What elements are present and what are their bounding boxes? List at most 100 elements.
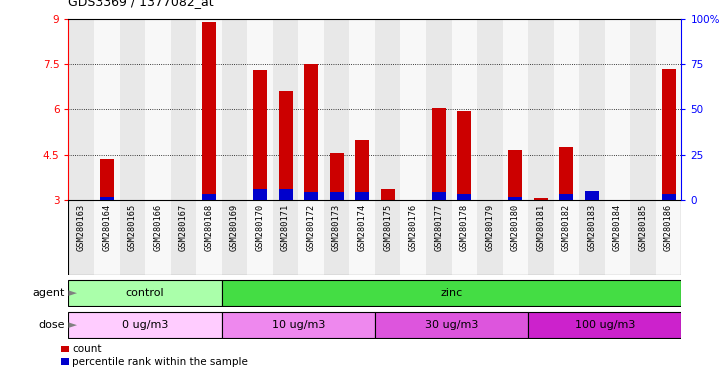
Text: GSM280173: GSM280173 [332, 204, 341, 251]
Bar [534, 198, 548, 200]
Bar [508, 197, 523, 200]
Text: GSM280178: GSM280178 [460, 204, 469, 251]
Bar [171, 200, 196, 275]
Bar [605, 200, 630, 275]
Bar [477, 19, 503, 200]
Bar [375, 200, 400, 275]
Text: 10 ug/m3: 10 ug/m3 [272, 319, 325, 330]
Bar [273, 19, 298, 200]
Bar [375, 312, 528, 338]
Text: percentile rank within the sample: percentile rank within the sample [72, 357, 248, 367]
Bar [579, 200, 605, 275]
Bar [554, 19, 579, 200]
Text: 100 ug/m3: 100 ug/m3 [575, 319, 635, 330]
Bar [656, 19, 681, 200]
Bar [304, 192, 318, 200]
Text: GSM280167: GSM280167 [179, 204, 188, 251]
Bar [432, 192, 446, 200]
Text: 30 ug/m3: 30 ug/m3 [425, 319, 478, 330]
Text: agent: agent [32, 288, 65, 298]
Bar [329, 153, 344, 200]
Bar [253, 70, 267, 200]
Bar [630, 19, 656, 200]
Bar [171, 19, 196, 200]
Bar [477, 200, 503, 275]
Text: GSM280172: GSM280172 [306, 204, 316, 251]
Bar [94, 200, 120, 275]
Bar [222, 312, 375, 338]
Bar [432, 108, 446, 200]
Bar [324, 200, 350, 275]
Bar [196, 200, 222, 275]
Bar [426, 19, 451, 200]
Bar [273, 200, 298, 275]
Text: GSM280184: GSM280184 [613, 204, 622, 251]
Bar [304, 65, 318, 200]
Bar [222, 200, 247, 275]
Text: 0 ug/m3: 0 ug/m3 [122, 319, 168, 330]
Bar [451, 19, 477, 200]
Bar [605, 19, 630, 200]
Text: GSM280171: GSM280171 [281, 204, 290, 251]
Bar [528, 312, 681, 338]
Bar [68, 19, 94, 200]
Text: GSM280168: GSM280168 [205, 204, 213, 251]
Bar [145, 19, 171, 200]
Text: ►: ► [65, 288, 77, 298]
Bar [94, 19, 120, 200]
Text: GSM280170: GSM280170 [255, 204, 265, 251]
Text: GSM280177: GSM280177 [434, 204, 443, 251]
Bar [278, 189, 293, 200]
Bar [68, 280, 222, 306]
Bar [61, 346, 69, 352]
Text: GSM280183: GSM280183 [588, 204, 596, 251]
Bar [585, 191, 599, 200]
Bar [355, 192, 369, 200]
Bar [68, 312, 222, 338]
Bar [253, 189, 267, 200]
Bar [508, 150, 523, 200]
Bar [559, 194, 573, 200]
Bar [120, 19, 145, 200]
Bar [355, 139, 369, 200]
Bar [400, 200, 426, 275]
Bar [503, 200, 528, 275]
Bar [99, 197, 114, 200]
Text: GSM280169: GSM280169 [230, 204, 239, 251]
Text: GSM280181: GSM280181 [536, 204, 545, 251]
Bar [585, 197, 599, 200]
Bar [375, 19, 400, 200]
Bar [61, 358, 69, 365]
Bar [222, 280, 681, 306]
Bar [222, 19, 247, 200]
Bar [196, 19, 222, 200]
Text: ►: ► [65, 320, 77, 330]
Text: GSM280182: GSM280182 [562, 204, 571, 251]
Text: control: control [125, 288, 164, 298]
Bar [247, 200, 273, 275]
Bar [400, 19, 426, 200]
Bar [324, 19, 350, 200]
Bar [662, 194, 676, 200]
Bar [426, 200, 451, 275]
Text: GSM280175: GSM280175 [383, 204, 392, 251]
Bar [202, 22, 216, 200]
Bar [350, 19, 375, 200]
Bar [554, 200, 579, 275]
Bar [329, 192, 344, 200]
Bar [503, 19, 528, 200]
Bar [457, 194, 472, 200]
Bar [451, 200, 477, 275]
Bar [145, 200, 171, 275]
Text: GSM280164: GSM280164 [102, 204, 111, 251]
Text: GSM280180: GSM280180 [511, 204, 520, 251]
Bar [99, 159, 114, 200]
Text: GSM280165: GSM280165 [128, 204, 137, 251]
Bar [298, 19, 324, 200]
Bar [120, 200, 145, 275]
Bar [656, 200, 681, 275]
Bar [559, 147, 573, 200]
Text: dose: dose [38, 320, 65, 330]
Bar [381, 189, 394, 200]
Text: GDS3369 / 1377082_at: GDS3369 / 1377082_at [68, 0, 214, 8]
